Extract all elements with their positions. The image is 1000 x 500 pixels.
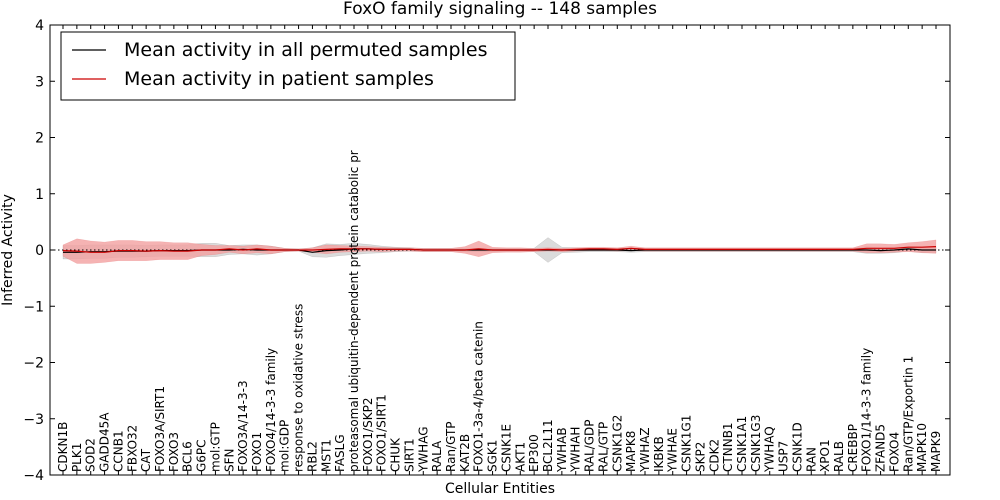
x-tick-label: SFN xyxy=(222,449,236,473)
x-tick-label: SKP2 xyxy=(693,442,707,472)
line-patient xyxy=(62,246,937,253)
legend-label-permuted: Mean activity in all permuted samples xyxy=(124,39,487,61)
x-tick-label: mol:GDP xyxy=(278,420,292,472)
x-tick-label: BCL2L11 xyxy=(541,419,555,472)
x-tick-label: SGK1 xyxy=(486,440,500,472)
x-tick-label: YWHAQ xyxy=(763,426,777,473)
x-tick-label: Ran/GTP/Exportin 1 xyxy=(901,356,915,472)
y-tick-label: 1 xyxy=(35,187,44,203)
x-tick-label: proteasomal ubiquitin-dependent protein … xyxy=(347,150,361,472)
x-tick-label: YWHAG xyxy=(416,426,430,473)
y-tick-label: −2 xyxy=(23,356,44,372)
x-tick-label: CREBBP xyxy=(846,424,860,472)
x-tick-label: YWHAE xyxy=(666,428,680,473)
x-tick-label: FOXO1 xyxy=(250,432,264,472)
legend-box xyxy=(60,31,516,101)
x-tick-label: CDK2 xyxy=(707,439,721,472)
x-tick-label: CSNK1G2 xyxy=(610,415,624,472)
legend: Mean activity in all permuted samples Me… xyxy=(60,31,516,101)
x-tick-label: RAL/GDP xyxy=(583,419,597,472)
x-axis-ticks xyxy=(62,25,937,475)
x-tick-label: mol:GTP xyxy=(208,422,222,472)
x-tick-label: RBL2 xyxy=(305,441,319,472)
x-tick-label: USP7 xyxy=(777,441,791,472)
x-tick-label: KAT2B xyxy=(458,434,472,472)
x-tick-label: CTNNB1 xyxy=(721,422,735,472)
x-tick-label: MAPK10 xyxy=(915,423,929,472)
x-tick-label: YWHAH xyxy=(569,427,583,473)
x-tick-label: ZFAND5 xyxy=(874,424,888,472)
series-lines xyxy=(62,246,937,253)
x-tick-label: FOXO4 xyxy=(887,432,901,472)
x-tick-label: EP300 xyxy=(527,434,541,472)
x-tick-label: YWHAZ xyxy=(638,427,652,473)
y-tick-label: 2 xyxy=(35,131,44,147)
x-tick-label: BCL6 xyxy=(181,441,195,472)
x-tick-label: PLK1 xyxy=(70,443,84,472)
x-tick-label: CSNK1E xyxy=(499,424,513,472)
x-tick-label: RALB xyxy=(832,441,846,472)
chart-title: FoxO family signaling -- 148 samples xyxy=(343,0,657,19)
x-tick-label: FOXO1/14-3-3 family xyxy=(860,348,874,472)
y-axis-label: Inferred Activity xyxy=(0,194,16,306)
x-tick-label: CHUK xyxy=(389,437,403,472)
x-tick-label: RALA xyxy=(430,440,444,472)
x-tick-label: FOXO3A/SIRT1 xyxy=(153,386,167,472)
x-axis-label: Cellular Entities xyxy=(445,481,555,497)
x-tick-label: SOD2 xyxy=(84,438,98,472)
x-tick-label: FOXO1/SKP2 xyxy=(361,398,375,473)
y-tick-label: 0 xyxy=(35,243,44,259)
x-tick-label: response to oxidative stress xyxy=(292,304,306,472)
x-tick-label: XPO1 xyxy=(818,439,832,472)
x-tick-label: CAT xyxy=(139,448,153,472)
y-tick-label: 4 xyxy=(35,18,44,34)
x-tick-label: FASLG xyxy=(333,434,347,472)
x-tick-label: GADD45A xyxy=(98,412,112,472)
x-tick-label: CSNK1G1 xyxy=(680,415,694,472)
x-tick-label: RAN xyxy=(804,447,818,472)
x-tick-label: Ran/GTP xyxy=(444,421,458,472)
x-tick-label: YWHAB xyxy=(555,427,569,473)
x-tick-label: FOXO3A/14-3-3 xyxy=(236,380,250,472)
band-patient xyxy=(62,238,937,264)
x-tick-label: IKBKB xyxy=(652,436,666,472)
x-tick-label: CCNB1 xyxy=(111,430,125,472)
y-tick-label: −4 xyxy=(23,468,44,484)
y-tick-label: −1 xyxy=(23,299,44,315)
x-tick-label: MAPK9 xyxy=(929,431,943,472)
x-tick-label: MST1 xyxy=(319,439,333,472)
x-tick-labels: CDKN1B PLK1 SOD2 GADD45A CCNB1 FBXO32 CAT FOXO3… xyxy=(56,150,943,473)
x-tick-label: G6PC xyxy=(195,439,209,472)
y-axis-ticks: −4 −3 −2 −1 0 1 2 3 4 xyxy=(23,18,950,484)
legend-label-patient: Mean activity in patient samples xyxy=(124,68,434,90)
x-tick-label: FBXO32 xyxy=(125,425,139,472)
plot-area: −4 −3 −2 −1 0 1 2 3 4 CDKN1B PLK1 SOD2 GADD45A CCNB1… xyxy=(23,18,951,484)
x-tick-label: SIRT1 xyxy=(402,438,416,472)
x-tick-label: MAPK8 xyxy=(624,431,638,472)
x-tick-label: CSNK1D xyxy=(790,422,804,472)
x-tick-label: CSNK1A1 xyxy=(735,416,749,472)
x-tick-label: AKT1 xyxy=(513,442,527,472)
y-tick-label: 3 xyxy=(35,74,44,90)
x-tick-label: FOXO3 xyxy=(167,432,181,472)
x-tick-label: RAL/GTP xyxy=(596,422,610,472)
x-tick-label: CDKN1B xyxy=(56,422,70,472)
y-tick-label: −3 xyxy=(23,412,44,428)
x-tick-label: CSNK1G3 xyxy=(749,415,763,472)
x-tick-label: FOXO1-3a-4/beta catenin xyxy=(472,321,486,472)
x-tick-label: FOXO4/14-3-3 family xyxy=(264,348,278,472)
x-tick-label: FOXO1/SIRT1 xyxy=(375,394,389,472)
